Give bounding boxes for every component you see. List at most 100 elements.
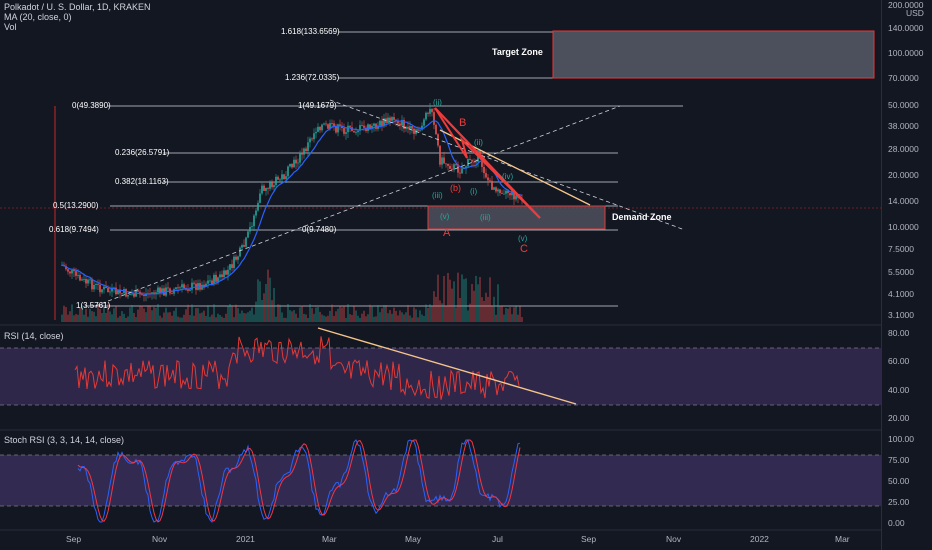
candle-body [159,287,161,294]
candle-body [451,168,453,170]
volume-bar [333,315,335,322]
volume-bar [299,307,301,322]
volume-bar [133,312,135,322]
candle-body [187,289,189,291]
candle-body [393,117,395,120]
candle-body [515,195,517,200]
candle-body [227,269,229,275]
stoch-k-line [77,439,521,523]
volume-bar [489,277,491,322]
volume-bar [401,312,403,322]
volume-bar [217,313,219,322]
volume-bar [465,278,467,322]
candle-body [161,288,163,294]
candle-body [289,163,291,167]
dashed-resistance-line[interactable] [329,99,686,231]
symbol-title[interactable]: Polkadot / U. S. Dollar, 1D, KRAKEN [4,2,151,12]
volume-bar [309,304,311,322]
volume-bar [337,308,339,322]
candle-body [189,289,191,291]
volume-bar [157,304,159,322]
volume-bar [159,315,161,322]
rsi-trendline[interactable] [317,327,577,405]
volume-bar [83,314,85,322]
time-tick: Jul [492,534,503,544]
price-axis[interactable]: 200.0000 USD 140.0000 100.0000 70.0000 5… [881,0,932,550]
candle-body [313,133,315,140]
candle-body [269,182,271,189]
volume-indicator-label[interactable]: Vol [4,22,17,32]
price-tick: 7.5000 [888,244,914,254]
candle-body [251,226,253,228]
candle-body [127,295,129,297]
volume-bar [291,311,293,322]
volume-bar [135,317,137,322]
volume-bar [451,288,453,322]
chart-canvas[interactable] [0,0,882,550]
candle-body [343,127,345,134]
candle-body [341,126,343,128]
ma-indicator-label[interactable]: MA (20, close, 0) [4,12,72,22]
candle-body [275,176,277,186]
candle-body [73,270,75,272]
volume-bar [431,306,433,322]
candle-body [141,294,143,296]
volume-bar [117,317,119,322]
volume-bar [145,312,147,322]
rsi-pane-title[interactable]: RSI (14, close) [4,331,64,341]
currency-unit: USD [906,8,924,18]
demand-zone-label[interactable]: Demand Zone [612,212,672,222]
volume-bar [425,304,427,322]
candle-body [505,190,507,194]
candle-body [287,166,289,177]
candle-body [453,164,455,170]
candle-body [119,289,121,294]
stoch-d-line [77,439,521,523]
candle-body [107,288,109,293]
candle-body [245,237,247,247]
volume-bar [317,306,319,322]
volume-bar [505,308,507,322]
dashed-support-line[interactable] [94,105,621,307]
candle-body [465,166,467,169]
candle-body [241,245,243,248]
volume-bar [437,274,439,322]
volume-bar [113,308,115,322]
volume-bar [485,292,487,322]
abc-correction-path[interactable] [434,107,541,219]
candle-body [431,108,433,113]
candle-body [433,112,435,125]
candle-body [443,157,445,164]
volume-bar [423,316,425,322]
candle-body [327,124,329,129]
candle-body [199,283,201,290]
candle-body [229,264,231,270]
candle-body [215,274,217,282]
volume-bar [433,291,435,322]
target-zone-label[interactable]: Target Zone [492,47,543,57]
abc-red-line[interactable] [434,107,541,219]
volume-bar [513,307,515,322]
candle-body [233,256,235,268]
fib-label-mid-0: 0(9.7480) [302,225,337,234]
volume-bar [185,309,187,322]
stoch-pane-title[interactable]: Stoch RSI (3, 3, 14, 14, close) [4,435,125,445]
volume-bar [455,307,457,322]
volume-bar [315,307,317,322]
candle-body [499,189,501,193]
volume-bar [197,308,199,322]
candle-body [401,119,403,126]
stoch-tick: 50.00 [888,476,910,486]
candle-body [459,172,461,174]
volume-bar [363,310,365,322]
candle-body [483,166,485,174]
wave-label-sub-ii: (ii) [474,138,483,147]
volume-bar [239,313,241,322]
candle-body [487,177,489,181]
volume-bar [429,304,431,322]
candle-body [231,264,233,268]
volume-bar [447,272,449,322]
candle-body [175,287,177,290]
candle-body [217,277,219,282]
volume-bar [171,315,173,322]
